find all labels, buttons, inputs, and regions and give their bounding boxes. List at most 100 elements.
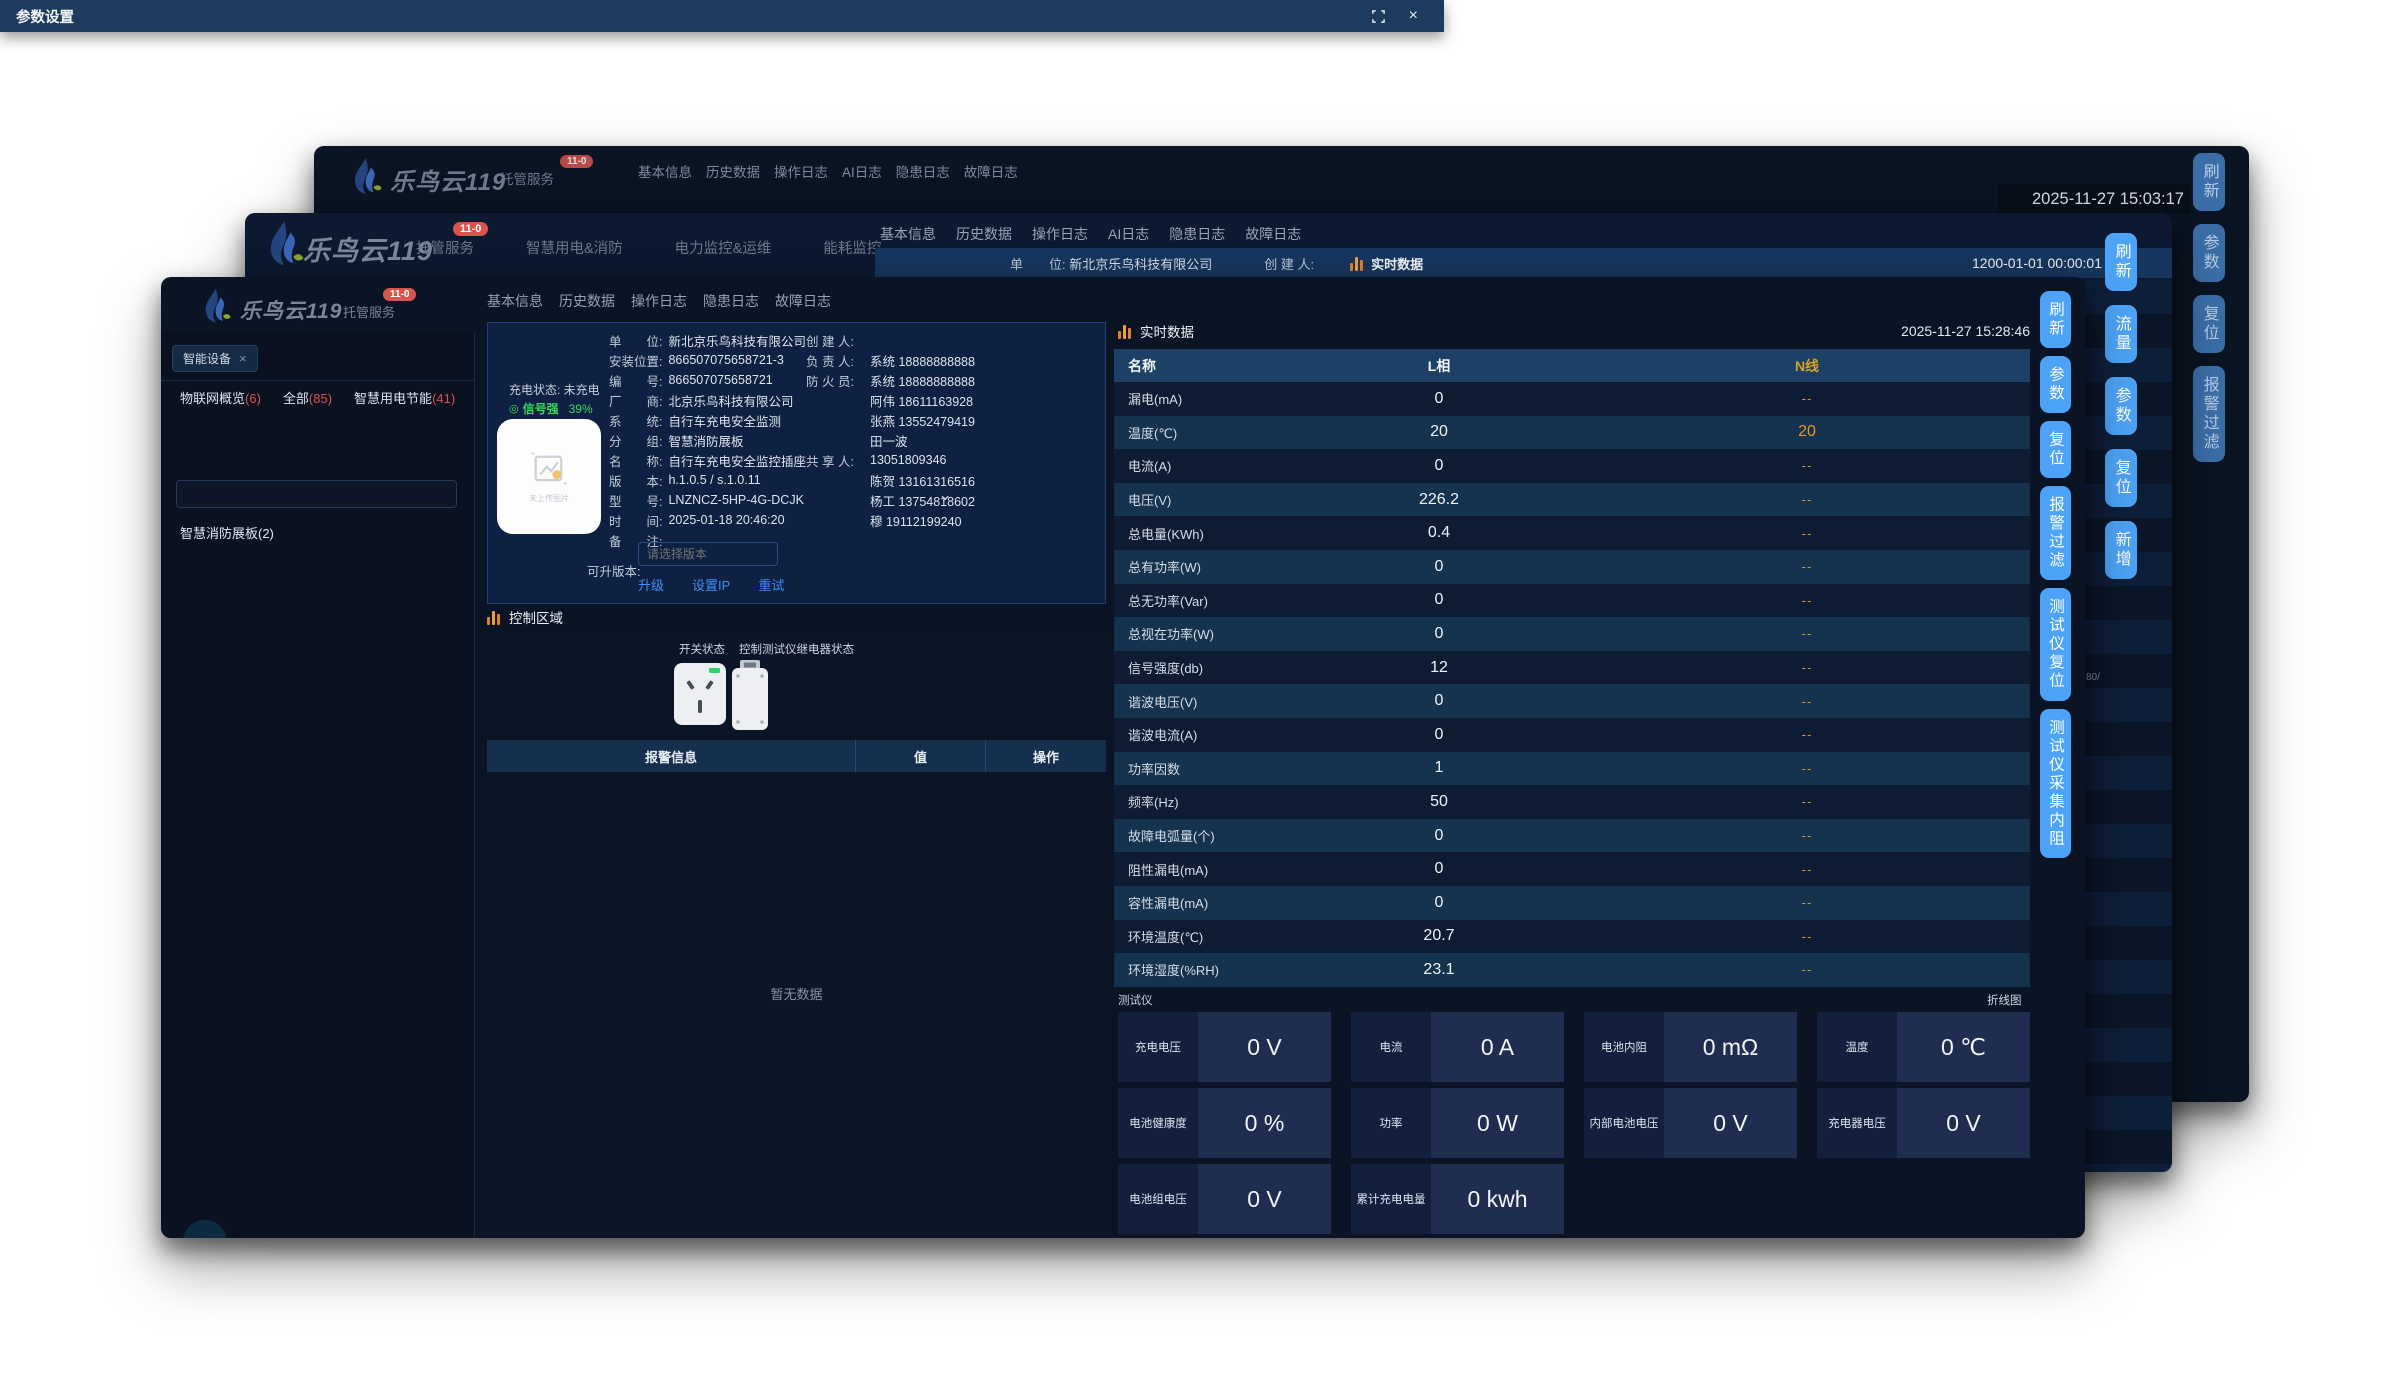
field-row: 安装位置: 866507075658721-3 [609, 350, 806, 370]
side-button[interactable]: 测试仪复位 [2040, 588, 2072, 701]
action-link[interactable]: 升级 [638, 578, 665, 593]
battery-tester-icon[interactable] [731, 660, 769, 737]
bar-chart-icon [1118, 324, 1132, 339]
unit-field: 单 位: 新北京乐鸟科技有限公司 [1010, 256, 1213, 272]
tester-gauges-row1: 充电电压 0 V 电流 0 A 电池内阻 0 mΩ 温度 0 ℃ [1118, 1012, 2030, 1082]
row-name: 总有功率(W) [1128, 560, 1201, 576]
tag-close-icon[interactable]: × [239, 351, 247, 366]
middle-content-strip: 单 位: 新北京乐鸟科技有限公司 创 建 人: 实时数据 1200-01-01 … [875, 248, 2172, 278]
line-chart-link[interactable]: 折线图 [1987, 995, 2022, 1007]
sidebar-filters: 物联网概览(6) 全部(85) 智慧用电节能(41) [180, 388, 455, 407]
gauge-label: 充电电压 [1118, 1012, 1198, 1082]
field-row: 防 火 员: 系统 18888888888 [806, 370, 975, 390]
row-l-value: 226.2 [1418, 490, 1460, 508]
table-row: 功率因数 1 -- [1114, 751, 2030, 786]
tab[interactable]: AI日志 [1108, 226, 1150, 242]
tab[interactable]: AI日志 [842, 165, 882, 180]
side-button[interactable]: 刷新 [2105, 233, 2137, 291]
field-value: 866507075658721 [668, 373, 773, 387]
side-button[interactable]: 参数 [2105, 377, 2137, 435]
tab[interactable]: 隐患日志 [895, 165, 950, 180]
tab[interactable]: 基本信息 [880, 226, 936, 242]
tab[interactable]: 基本信息 [638, 165, 692, 180]
float-count-badge[interactable]: 2 [183, 1220, 227, 1238]
side-button[interactable]: 参数 [2040, 356, 2072, 413]
front-window: 乐鸟云119 托管服务 11-0 智能设备 × 物联网概览(6) 全部(85) … [161, 277, 2085, 1238]
tab[interactable]: 历史数据 [559, 293, 615, 309]
nav-item[interactable]: 电力监控&运维 [674, 241, 772, 257]
relay-state-label: 控制测试仪继电器状态 [739, 644, 854, 656]
side-button[interactable]: 复位 [2105, 449, 2137, 507]
image-doodle-icon [531, 451, 567, 486]
tab[interactable]: 操作日志 [774, 165, 828, 180]
row-n-value: -- [1801, 895, 1813, 911]
side-button[interactable]: 新增 [2105, 521, 2137, 579]
row-n-value: -- [1801, 727, 1813, 743]
tab[interactable]: 故障日志 [1245, 226, 1302, 242]
version-select-input[interactable] [638, 542, 778, 566]
filter-item[interactable]: 全部(85) [282, 391, 333, 406]
field-row: 型 号: LNZNCZ-5HP-4G-DCJK [609, 490, 806, 510]
action-link[interactable]: 重试 [758, 578, 785, 593]
row-n-value: -- [1801, 626, 1813, 642]
field-row: 系 统: 自行车充电安全监测 [609, 410, 806, 430]
tab[interactable]: 故障日志 [963, 165, 1018, 180]
device-type-tag[interactable]: 智能设备 × [172, 345, 258, 372]
field-value: 智慧消防展板 [668, 434, 744, 449]
gauge-label: 累计充电电量 [1351, 1164, 1431, 1234]
filter-item[interactable]: 智慧用电节能(41) [354, 391, 456, 406]
side-button[interactable]: 报警过滤 [2193, 366, 2225, 462]
row-name: 电流(A) [1128, 459, 1172, 475]
device-action-links: 升级 设置IP 重试 [638, 575, 784, 594]
socket-icon[interactable] [673, 662, 727, 733]
field-label: 型 号: [609, 494, 663, 509]
filter-item[interactable]: 物联网概览(6) [180, 391, 261, 406]
maximize-icon[interactable] [1371, 9, 1385, 23]
row-n-value: -- [1801, 492, 1813, 508]
field-value: 2025-01-18 20:46:20 [668, 513, 785, 527]
device-search-input[interactable] [176, 480, 457, 508]
row-n-value: -- [1801, 660, 1813, 676]
tab[interactable]: 隐患日志 [1169, 226, 1226, 242]
nav-hosted-service[interactable]: 托管服务 [343, 305, 396, 320]
realtime-table-header: 名称 L相 N线 [1114, 349, 2030, 382]
side-button[interactable]: 复位 [2040, 421, 2072, 478]
side-button[interactable]: 刷新 [2040, 291, 2072, 348]
tab[interactable]: 隐患日志 [703, 293, 759, 309]
nav-item[interactable]: 能耗监控 [823, 241, 882, 257]
side-button[interactable]: 测试仪采集内阻 [2040, 708, 2072, 858]
tab[interactable]: 故障日志 [775, 293, 831, 309]
field-row: 负 责 人: 系统 18888888888 [806, 350, 975, 370]
row-name: 温度(℃) [1128, 425, 1178, 441]
row-n-value: -- [1801, 928, 1813, 944]
row-l-value: 20.7 [1423, 927, 1455, 945]
row-name: 信号强度(db) [1128, 661, 1204, 677]
tab[interactable]: 操作日志 [631, 293, 687, 309]
row-l-value: 0 [1434, 456, 1444, 474]
tab[interactable]: 历史数据 [956, 226, 1012, 242]
side-button[interactable]: 参数 [2193, 224, 2225, 282]
app-logo: 乐鸟云119 [240, 300, 343, 323]
row-name: 谐波电压(V) [1128, 694, 1198, 710]
chevron-down-icon[interactable]: ⌄ [938, 485, 953, 504]
side-button[interactable]: 刷新 [2193, 153, 2225, 211]
signal-label: 信号强 [522, 402, 559, 416]
nav-item[interactable]: 智慧用电&消防 [526, 241, 623, 257]
close-icon[interactable]: × [1408, 7, 1418, 24]
side-button[interactable]: 报警过滤 [2040, 486, 2072, 580]
tester-gauges-row3: 电池组电压 0 V 累计充电电量 0 kwh [1118, 1164, 1564, 1234]
tab[interactable]: 历史数据 [706, 165, 760, 180]
side-button[interactable]: 复位 [2193, 295, 2225, 353]
nav-hosted-service[interactable]: 托管服务 [500, 172, 554, 187]
device-sidebar: 智能设备 × 物联网概览(6) 全部(85) 智慧用电节能(41) 智慧消防展板… [161, 332, 475, 1238]
tab[interactable]: 操作日志 [1032, 226, 1088, 242]
nav-item[interactable]: 托管服务 [416, 241, 474, 257]
action-link[interactable]: 设置IP [692, 578, 731, 593]
side-button[interactable]: 流量 [2105, 305, 2137, 363]
row-l-value: 50 [1430, 792, 1448, 810]
realtime-rows: 漏电(mA) 0 -- 温度(℃) 20 20 电流(A) 0 -- [1114, 382, 2030, 987]
table-row: 温度(℃) 20 20 [1114, 415, 2030, 450]
tab[interactable]: 基本信息 [487, 293, 543, 309]
device-group-item[interactable]: 智慧消防展板(2) [180, 526, 274, 541]
field-row: 分 组: 智慧消防展板 [609, 430, 806, 450]
